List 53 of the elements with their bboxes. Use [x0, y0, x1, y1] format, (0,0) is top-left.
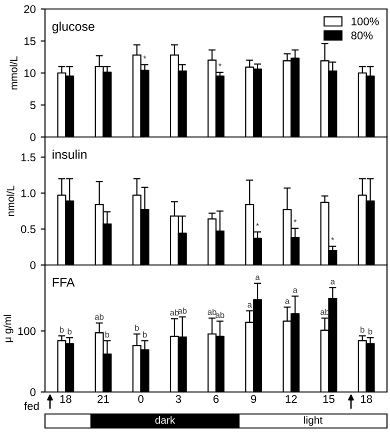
y-axis-title: μ g/ml: [4, 314, 14, 342]
data-label: *: [331, 237, 334, 240]
y-tick-label: 0: [30, 133, 36, 142]
y-tick-label: 0: [30, 261, 36, 270]
legend-label: 100%: [352, 17, 379, 26]
data-label: b: [143, 331, 147, 338]
x-tick-label: 3: [176, 395, 182, 403]
x-tick-label: 21: [98, 395, 109, 403]
data-label: ab: [178, 308, 187, 314]
data-label: b: [360, 326, 364, 333]
y-tick-label: 15: [24, 37, 36, 46]
text: fed: [24, 402, 39, 410]
x-tick-label: 0: [138, 395, 144, 403]
y-tick-label: 10: [24, 69, 36, 78]
data-label: *: [218, 63, 222, 66]
text: glucose: [52, 22, 94, 34]
y-tick-label: 100: [18, 327, 36, 336]
data-label: ab: [216, 312, 224, 318]
x-tick-label: 18: [361, 395, 372, 403]
y-tick-label: 1.0: [21, 189, 36, 198]
x-tick-label: 9: [251, 395, 256, 403]
data-label: *: [256, 222, 260, 226]
x-tick-label: 6: [213, 395, 219, 403]
text: light: [304, 416, 322, 426]
data-label: a: [293, 288, 298, 293]
x-tick-label: 15: [323, 395, 334, 403]
data-label: a: [248, 303, 252, 308]
data-label: b: [368, 328, 372, 334]
data-label: *: [143, 56, 146, 59]
data-label: ab: [170, 309, 179, 316]
y-tick-label: 0.5: [20, 225, 36, 234]
data-label: b: [68, 328, 72, 334]
x-tick-label: 12: [286, 395, 297, 403]
text: insulin: [52, 150, 86, 159]
data-label: a: [256, 276, 260, 280]
data-label: *: [294, 219, 297, 222]
text: dark: [155, 416, 176, 424]
data-label: ab: [208, 308, 216, 315]
data-label: b: [135, 324, 139, 331]
y-tick-label: 0: [30, 388, 36, 396]
data-label: a: [285, 299, 290, 304]
data-label: a: [330, 280, 336, 284]
y-tick-label: 5: [30, 101, 36, 110]
data-label: b: [60, 326, 64, 333]
legend-label: 80%: [351, 32, 373, 40]
text: FFA: [52, 278, 75, 287]
data-label: ab: [95, 314, 104, 320]
x-tick-label: 18: [60, 395, 72, 403]
y-tick-label: 1.5: [21, 154, 36, 162]
data-label: b: [105, 331, 110, 338]
y-axis-title: nmol/L: [6, 186, 14, 216]
y-axis-title: mmol/L: [10, 56, 18, 90]
y-tick-label: 20: [24, 5, 36, 14]
